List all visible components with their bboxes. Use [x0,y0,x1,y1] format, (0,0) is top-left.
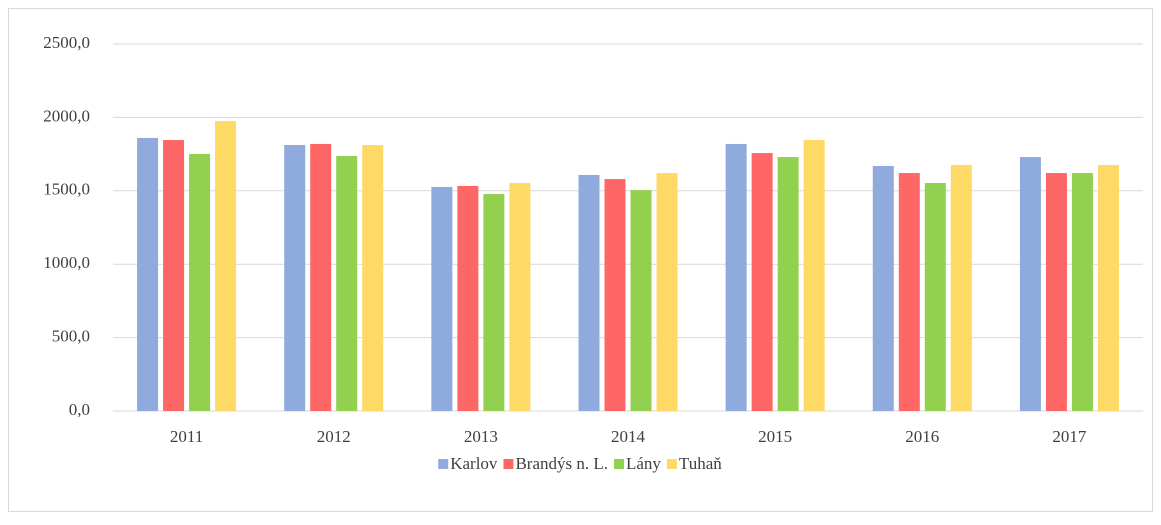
bar [137,137,159,411]
legend-label: Brandýs n. L. [515,454,608,473]
bar [898,173,920,411]
bar [604,179,626,411]
y-tick-label: 2500,0 [43,33,90,52]
bar [431,186,453,411]
y-tick-label: 1000,0 [43,253,90,272]
legend-label: Tuhaň [679,454,722,473]
x-tick-label: 2014 [611,427,646,446]
bar [777,157,799,411]
bar [950,164,972,411]
bar [284,144,306,411]
y-tick-label: 500,0 [52,327,90,346]
bar [163,140,185,411]
bar [215,121,237,411]
bar [578,174,600,411]
bar [751,153,773,412]
bar [630,190,652,411]
x-tick-label: 2016 [905,427,939,446]
bar [803,140,825,411]
bar [509,183,531,411]
legend-label: Lány [626,454,661,473]
legend-swatch [666,459,677,469]
bar [189,153,211,412]
bar [362,144,384,411]
bar [1097,164,1119,411]
legend-swatch [438,459,449,469]
x-tick-label: 2012 [317,427,351,446]
y-tick-label: 2000,0 [43,106,90,125]
bar [336,156,358,411]
legend-swatch [503,459,514,469]
bar [1045,173,1067,411]
x-tick-label: 2015 [758,427,792,446]
bar [483,194,505,411]
x-tick-label: 2017 [1052,427,1087,446]
bar [656,173,678,411]
legend-label: Karlov [450,454,498,473]
bar [310,143,332,411]
bar [725,143,747,411]
bar [872,165,894,411]
legend-swatch [613,459,624,469]
bar [1071,173,1093,411]
x-tick-label: 2011 [170,427,203,446]
y-tick-label: 1500,0 [43,180,90,199]
bar [457,185,479,411]
bar [1019,157,1041,411]
x-tick-label: 2013 [464,427,498,446]
y-tick-label: 0,0 [69,400,90,419]
bar [924,183,946,411]
